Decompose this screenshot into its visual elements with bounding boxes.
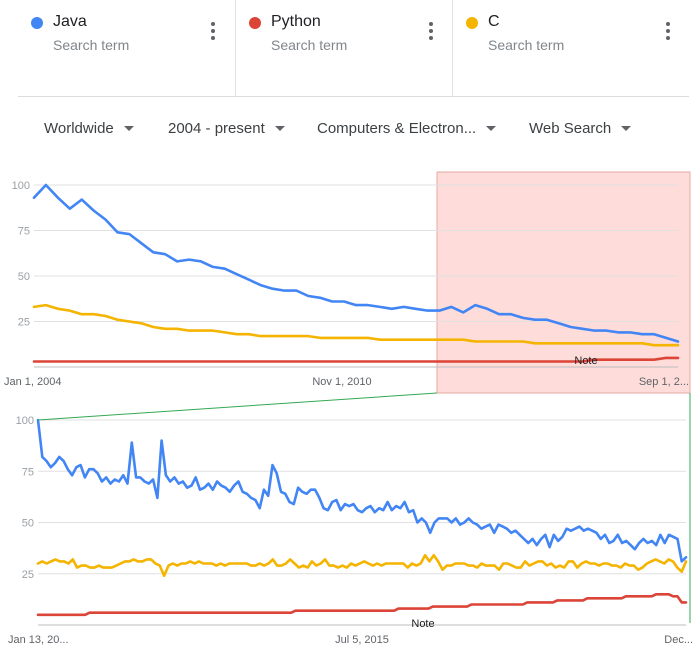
region-label: Worldwide — [44, 120, 114, 137]
dropdown-arrow-icon — [274, 125, 285, 131]
color-dot-icon — [31, 17, 43, 29]
dropdown-arrow-icon — [486, 125, 497, 131]
series-line-python[interactable] — [36, 593, 688, 617]
x-tick-label: Jan 13, 20... — [8, 634, 69, 646]
y-tick-label: 75 — [22, 466, 34, 478]
term-card-python[interactable]: Python Search term — [235, 0, 453, 96]
category-label: Computers & Electron... — [317, 120, 477, 137]
category-dropdown[interactable]: Computers & Electron... — [317, 120, 497, 137]
color-dot-icon — [249, 17, 261, 29]
filter-bar: Worldwide 2004 - present Computers & Ele… — [0, 106, 699, 150]
y-tick-label: 25 — [18, 317, 30, 329]
x-tick-label: Nov 1, 2010 — [312, 376, 371, 388]
series-line-c[interactable] — [32, 303, 680, 347]
series-line-java[interactable] — [36, 418, 688, 563]
series-line-python[interactable] — [32, 356, 680, 363]
term-subtitle: Search term — [53, 37, 130, 53]
y-tick-label: 25 — [22, 569, 34, 581]
x-tick-label: Dec... — [664, 634, 693, 646]
x-tick-label: Jan 1, 2004 — [4, 376, 62, 388]
note-annotation[interactable]: Note — [411, 618, 434, 630]
color-dot-icon — [466, 17, 478, 29]
term-name[interactable]: C — [488, 13, 500, 30]
term-name[interactable]: Python — [271, 13, 321, 30]
interest-chart-zoomed[interactable]: 25 50 75 100 Jan 13, 20... Jul 5, 2015 Dec... N… — [0, 390, 699, 663]
search-terms-bar: Java Search term Python Search term C Se… — [18, 0, 689, 97]
series-line-java[interactable] — [32, 183, 680, 343]
y-tick-label: 50 — [18, 271, 30, 283]
region-dropdown[interactable]: Worldwide — [44, 120, 134, 137]
time-range-label: 2004 - present — [168, 120, 265, 137]
y-tick-label: 50 — [22, 518, 34, 530]
zoom-highlight-region[interactable] — [436, 171, 691, 394]
more-vert-icon[interactable] — [211, 22, 215, 42]
term-card-c[interactable]: C Search term — [452, 0, 690, 96]
more-vert-icon[interactable] — [666, 22, 670, 42]
term-subtitle: Search term — [488, 37, 565, 53]
term-card-java[interactable]: Java Search term — [18, 0, 235, 96]
y-tick-label: 100 — [16, 415, 34, 427]
term-name[interactable]: Java — [53, 13, 87, 30]
time-range-dropdown[interactable]: 2004 - present — [168, 120, 285, 137]
x-tick-label: Sep 1, 2... — [639, 376, 689, 388]
search-type-label: Web Search — [529, 120, 612, 137]
dropdown-arrow-icon — [123, 125, 134, 131]
note-annotation[interactable]: Note — [574, 355, 597, 367]
search-type-dropdown[interactable]: Web Search — [529, 120, 632, 137]
term-subtitle: Search term — [271, 37, 348, 53]
y-tick-label: 75 — [18, 226, 30, 238]
x-tick-label: Jul 5, 2015 — [335, 634, 389, 646]
interest-chart-overview[interactable]: 25 50 75 100 Jan 1, 2004 Nov 1, 2010 Sep 1, 2.… — [0, 160, 699, 400]
y-tick-label: 100 — [12, 180, 30, 192]
dropdown-arrow-icon — [621, 125, 632, 131]
series-line-c[interactable] — [36, 554, 688, 578]
more-vert-icon[interactable] — [429, 22, 433, 42]
